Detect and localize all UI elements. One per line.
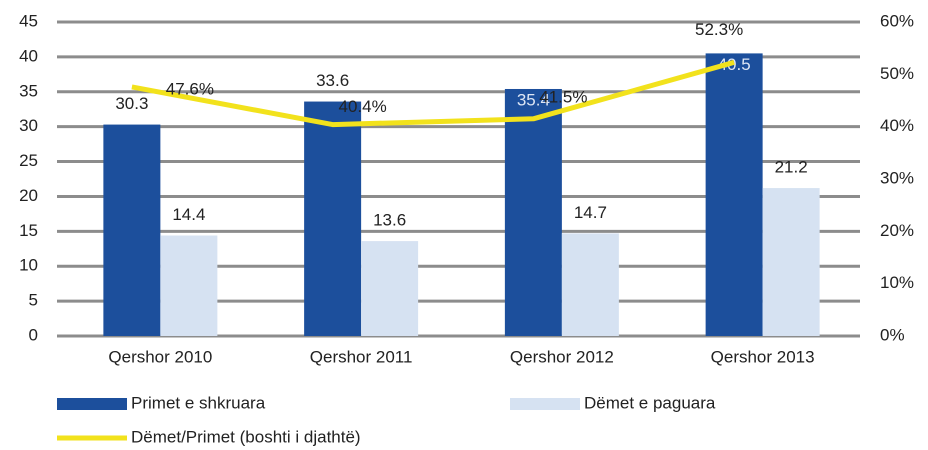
y2-tick-label: 60%	[880, 11, 914, 30]
y-tick-label: 5	[29, 291, 38, 310]
x-tick-label: Qershor 2011	[310, 347, 413, 366]
y-tick-label: 0	[29, 325, 38, 344]
y2-tick-label: 40%	[880, 116, 914, 135]
y-tick-label: 15	[19, 221, 38, 240]
bar	[160, 235, 218, 336]
y-tick-label: 45	[19, 11, 38, 30]
value-label: 33.6	[316, 71, 349, 90]
x-tick-label: Qershor 2012	[510, 347, 614, 366]
x-tick-label: Qershor 2013	[711, 347, 815, 366]
bar	[103, 124, 161, 336]
bar	[304, 101, 362, 337]
y-tick-label: 10	[19, 256, 38, 275]
y-tick-label: 25	[19, 151, 38, 170]
y-tick-label: 30	[19, 116, 38, 135]
y2-tick-label: 10%	[880, 273, 914, 292]
line-value-label: 41.5%	[539, 87, 587, 106]
y2-tick-label: 30%	[880, 168, 914, 187]
value-label: 35.4	[517, 90, 550, 109]
legend-swatch	[510, 398, 580, 410]
legend-label: Dëmet e paguara	[584, 393, 716, 412]
line-value-label: 40.4%	[339, 97, 387, 116]
y-tick-label: 35	[19, 81, 38, 100]
bar	[762, 188, 820, 336]
value-label: 30.3	[115, 94, 148, 113]
legend-label: Primet e shkruara	[131, 393, 266, 412]
bar	[361, 241, 419, 336]
y-tick-label: 20	[19, 186, 38, 205]
value-label: 13.6	[373, 211, 406, 230]
line-value-label: 52.3%	[695, 20, 743, 39]
x-tick-label: Qershor 2010	[108, 347, 212, 366]
value-label: 21.2	[775, 158, 808, 177]
bar	[705, 53, 763, 337]
bar	[504, 88, 562, 336]
y-tick-label: 40	[19, 46, 38, 65]
value-label: 14.7	[574, 203, 607, 222]
legend-label: Dëmet/Primet (boshti i djathtë)	[131, 427, 361, 446]
y2-tick-label: 20%	[880, 221, 914, 240]
bar	[561, 233, 619, 336]
value-label: 14.4	[172, 205, 205, 224]
y2-tick-label: 50%	[880, 64, 914, 83]
line	[131, 59, 735, 128]
y2-tick-label: 0%	[880, 325, 905, 344]
legend-swatch	[57, 398, 127, 410]
line-value-label: 47.6%	[166, 79, 214, 98]
